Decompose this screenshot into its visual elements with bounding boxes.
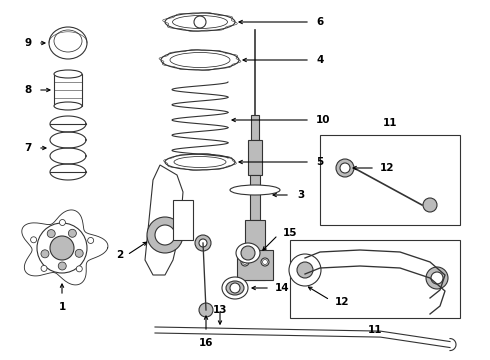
- Text: 11: 11: [368, 325, 382, 335]
- Bar: [237, 250, 273, 280]
- Ellipse shape: [226, 281, 244, 295]
- Circle shape: [88, 238, 94, 243]
- Text: 7: 7: [24, 143, 32, 153]
- Text: 12: 12: [380, 163, 394, 173]
- Circle shape: [261, 258, 269, 266]
- Text: 15: 15: [283, 228, 297, 238]
- Circle shape: [426, 267, 448, 289]
- Circle shape: [199, 303, 213, 317]
- Circle shape: [59, 220, 66, 225]
- Circle shape: [194, 16, 206, 28]
- Text: 8: 8: [25, 85, 32, 95]
- Polygon shape: [145, 165, 183, 275]
- Circle shape: [336, 159, 354, 177]
- Ellipse shape: [161, 50, 239, 70]
- Text: 11: 11: [383, 118, 397, 128]
- Circle shape: [58, 262, 66, 270]
- Bar: [173, 200, 193, 240]
- Circle shape: [195, 235, 211, 251]
- Circle shape: [241, 246, 255, 260]
- Text: 4: 4: [316, 55, 323, 65]
- Ellipse shape: [165, 13, 235, 31]
- Text: 9: 9: [25, 38, 32, 48]
- Ellipse shape: [222, 277, 248, 299]
- Ellipse shape: [49, 27, 87, 59]
- Circle shape: [340, 163, 350, 173]
- Circle shape: [41, 250, 49, 258]
- Text: 13: 13: [213, 305, 227, 315]
- Circle shape: [431, 272, 443, 284]
- Text: 5: 5: [316, 157, 323, 167]
- Circle shape: [41, 265, 47, 271]
- Circle shape: [230, 283, 240, 293]
- Ellipse shape: [236, 243, 260, 263]
- Circle shape: [50, 236, 74, 260]
- Text: 1: 1: [58, 302, 66, 312]
- Circle shape: [75, 249, 83, 257]
- Circle shape: [199, 239, 207, 247]
- Circle shape: [30, 237, 37, 243]
- Text: 16: 16: [199, 338, 213, 348]
- Ellipse shape: [54, 70, 82, 78]
- Bar: [250, 175, 260, 220]
- Circle shape: [37, 223, 87, 273]
- Bar: [320, 135, 460, 225]
- Text: 12: 12: [335, 297, 349, 307]
- Text: 14: 14: [275, 283, 290, 293]
- Text: 3: 3: [297, 190, 304, 200]
- Bar: [290, 240, 460, 318]
- Bar: [54, 74, 82, 106]
- Circle shape: [289, 254, 321, 286]
- Bar: [251, 115, 259, 140]
- Circle shape: [155, 225, 175, 245]
- Bar: [248, 140, 262, 175]
- Bar: [245, 220, 265, 280]
- Circle shape: [297, 262, 313, 278]
- Ellipse shape: [54, 102, 82, 110]
- Circle shape: [423, 198, 437, 212]
- Text: 10: 10: [316, 115, 330, 125]
- Circle shape: [241, 258, 249, 266]
- Ellipse shape: [230, 185, 280, 195]
- Ellipse shape: [165, 154, 235, 170]
- Circle shape: [76, 266, 82, 272]
- Text: 2: 2: [116, 250, 123, 260]
- Circle shape: [147, 217, 183, 253]
- Text: 6: 6: [316, 17, 323, 27]
- Circle shape: [47, 230, 55, 238]
- Circle shape: [69, 229, 76, 237]
